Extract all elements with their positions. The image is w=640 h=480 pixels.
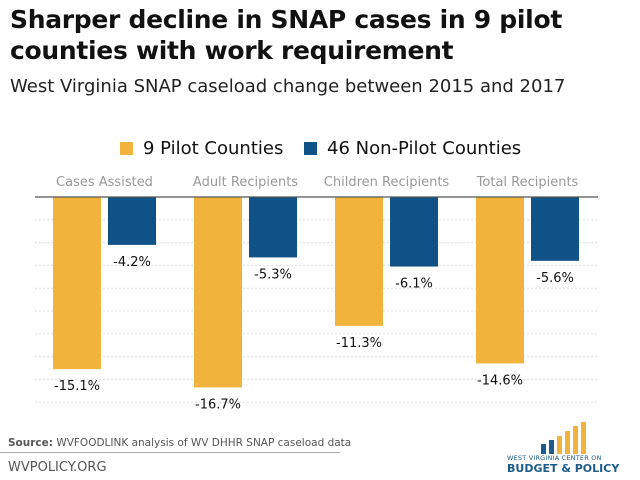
category-label: Children Recipients xyxy=(324,175,450,190)
data-label: -5.6% xyxy=(536,271,574,286)
source-label: Source: xyxy=(8,437,53,449)
legend-swatch-pilot xyxy=(120,142,133,155)
bar-nonpilot xyxy=(531,197,579,261)
source-text: WVFOODLINK analysis of WV DHHR SNAP case… xyxy=(56,437,352,449)
data-label: -15.1% xyxy=(54,379,100,394)
bar-pilot xyxy=(476,197,524,364)
logo: WEST VIRGINIA CENTER ON BUDGET & POLICY xyxy=(505,422,635,478)
data-label: -16.7% xyxy=(195,397,241,412)
data-label: -6.1% xyxy=(395,277,433,292)
footer-divider xyxy=(0,452,340,453)
bar-pilot xyxy=(335,197,383,326)
logo-bars-icon xyxy=(541,422,586,454)
legend-label-pilot: 9 Pilot Counties xyxy=(143,138,284,159)
bar-pilot xyxy=(194,197,242,388)
source-note: Source: WVFOODLINK analysis of WV DHHR S… xyxy=(8,437,351,449)
site-url: WVPOLICY.ORG xyxy=(8,460,107,475)
title-line-2: counties with work requirement xyxy=(10,36,454,65)
logo-line-2: BUDGET & POLICY xyxy=(507,462,620,475)
bar-nonpilot xyxy=(249,197,297,258)
chart-title: Sharper decline in SNAP cases in 9 pilot… xyxy=(10,4,562,66)
legend-swatch-nonpilot xyxy=(304,142,317,155)
bar-pilot xyxy=(53,197,101,370)
data-label: -11.3% xyxy=(336,336,382,351)
logo-line-1: WEST VIRGINIA CENTER ON xyxy=(507,454,602,462)
legend-item-pilot: 9 Pilot Counties xyxy=(120,138,283,159)
category-label: Adult Recipients xyxy=(193,175,298,190)
legend-label-nonpilot: 46 Non-Pilot Counties xyxy=(327,138,522,159)
category-label: Total Recipients xyxy=(476,175,579,190)
data-label: -5.3% xyxy=(254,267,292,282)
legend-item-nonpilot: 46 Non-Pilot Counties xyxy=(304,138,521,159)
data-label: -4.2% xyxy=(113,255,151,270)
category-label: Cases Assisted xyxy=(56,175,153,190)
data-label: -14.6% xyxy=(477,373,523,388)
title-line-1: Sharper decline in SNAP cases in 9 pilot xyxy=(10,5,562,34)
bar-nonpilot xyxy=(108,197,156,245)
bar-nonpilot xyxy=(390,197,438,267)
chart-subtitle: West Virginia SNAP caseload change betwe… xyxy=(10,76,566,97)
